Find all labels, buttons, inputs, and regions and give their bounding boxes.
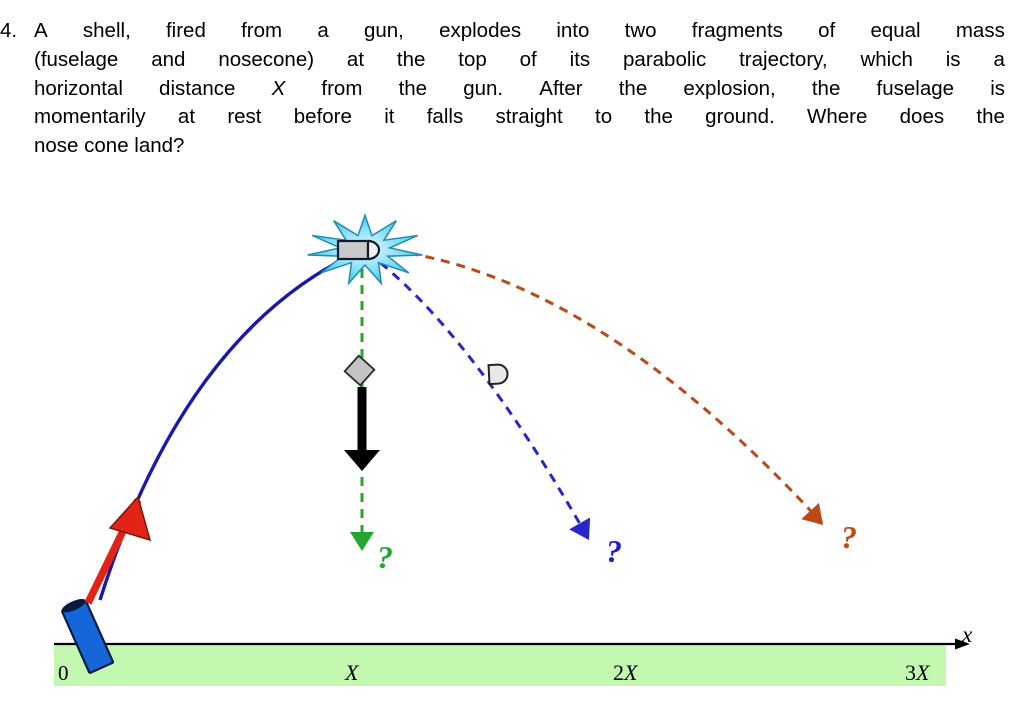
svg-text:3X: 3X bbox=[905, 660, 931, 685]
svg-text:?: ? bbox=[377, 539, 393, 575]
svg-text:0: 0 bbox=[58, 661, 69, 685]
svg-text:?: ? bbox=[841, 519, 857, 555]
svg-text:2X: 2X bbox=[613, 660, 639, 685]
svg-text:?: ? bbox=[606, 533, 622, 569]
svg-text:X: X bbox=[344, 660, 360, 685]
svg-text:x: x bbox=[961, 622, 973, 647]
